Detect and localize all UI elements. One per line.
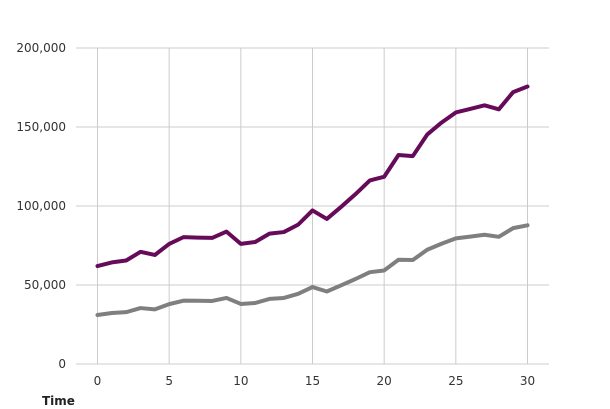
y-tick-label: 50,000	[24, 278, 66, 292]
y-tick-label: 100,000	[16, 199, 66, 213]
x-tick-label: 0	[94, 374, 102, 388]
x-axis-title: Time	[42, 394, 75, 408]
x-tick-label: 20	[377, 374, 392, 388]
y-tick-label: 150,000	[16, 120, 66, 134]
x-tick-label: 25	[448, 374, 463, 388]
y-tick-label: 200,000	[16, 41, 66, 55]
x-tick-label: 10	[233, 374, 248, 388]
y-tick-label: 0	[58, 357, 66, 371]
series-line-0	[95, 84, 530, 269]
y-axis-tick-labels: 0 50,000 100,000 150,000 200,000	[16, 41, 66, 371]
x-tick-label: 30	[520, 374, 535, 388]
series-line-1	[95, 223, 530, 318]
series-lines	[95, 84, 530, 318]
grid-lines	[76, 47, 549, 365]
x-tick-label: 5	[165, 374, 173, 388]
x-tick-label: 15	[305, 374, 320, 388]
x-axis-tick-labels: 0 5 10 15 20 25 30	[94, 374, 535, 388]
